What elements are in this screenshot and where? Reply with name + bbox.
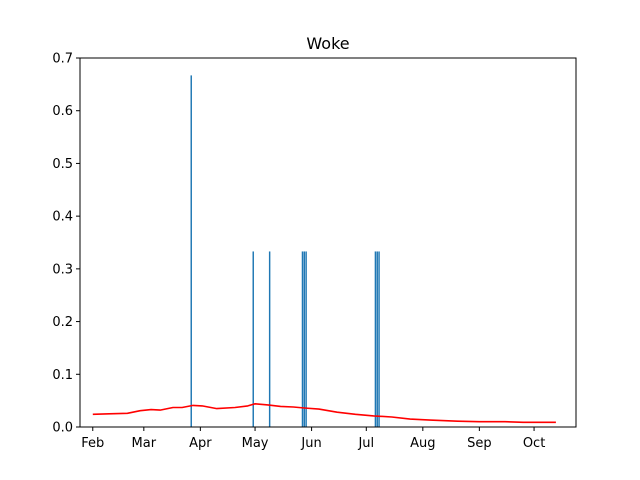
y-tick-label: 0.1 — [52, 368, 73, 383]
y-tick-label: 0.0 — [52, 421, 73, 436]
x-tick-label: Apr — [189, 436, 212, 451]
x-tick-label: Mar — [132, 436, 157, 451]
bar — [374, 251, 377, 427]
x-tick-label: Oct — [523, 436, 545, 451]
y-tick-label: 0.7 — [52, 52, 73, 67]
y-tick-label: 0.3 — [52, 262, 73, 277]
x-tick-label: Jun — [300, 436, 321, 451]
x-tick-label: Aug — [410, 436, 435, 451]
y-tick-label: 0.6 — [52, 104, 73, 119]
bar — [190, 75, 192, 427]
x-tick-label: Sep — [467, 436, 492, 451]
x-axis: Feb Mar Apr May Jun Jul Aug Sep Oct — [81, 427, 545, 451]
bar — [378, 251, 380, 427]
bar — [268, 251, 271, 427]
x-tick-label: Feb — [81, 436, 104, 451]
y-axis: 0.0 0.1 0.2 0.3 0.4 0.5 0.6 0.7 — [52, 52, 80, 436]
bar — [252, 251, 254, 427]
y-tick-label: 0.4 — [52, 210, 73, 225]
x-tick-label: May — [242, 436, 269, 451]
bar — [303, 251, 306, 427]
chart-title: Woke — [306, 34, 349, 53]
plot-frame — [79, 57, 577, 428]
y-tick-label: 0.5 — [52, 157, 73, 172]
bar — [301, 251, 304, 427]
bar — [376, 251, 378, 427]
trend-line-series — [92, 402, 556, 424]
bar — [305, 251, 307, 427]
y-tick-label: 0.2 — [52, 315, 73, 330]
bar-series — [190, 75, 380, 427]
x-tick-label: Jul — [357, 436, 374, 451]
trend-line — [92, 402, 556, 424]
